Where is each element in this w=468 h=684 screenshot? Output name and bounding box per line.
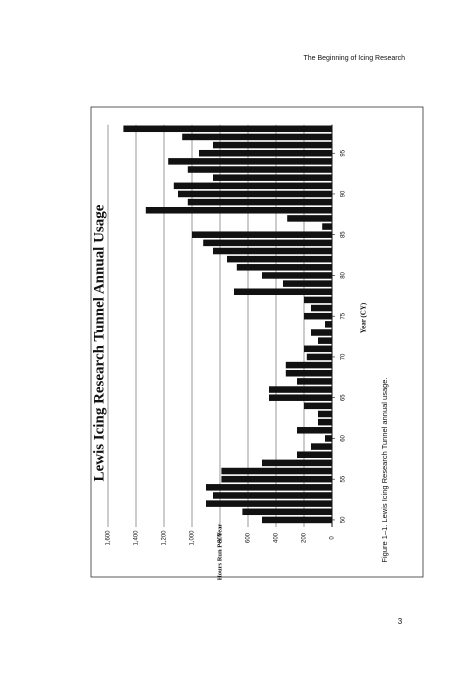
bar (297, 451, 332, 458)
bar (318, 418, 332, 426)
bar (311, 329, 332, 336)
bar (287, 215, 332, 222)
y-tick-label: 200 (302, 532, 308, 543)
bar (123, 125, 333, 133)
y-tick-label: 1,200 (162, 530, 168, 546)
y-axis-label: Hours Run Per Year (216, 524, 223, 581)
bar (221, 475, 332, 483)
y-tick-label: 1,000 (190, 530, 196, 546)
bar (325, 321, 332, 328)
running-header: The Beginning of Icing Research (303, 55, 405, 62)
y-tick-label: 800 (218, 532, 224, 543)
y-tick-label: 0 (330, 536, 336, 540)
x-tick-label: 80 (341, 271, 347, 278)
bar (192, 231, 332, 238)
bar (304, 312, 332, 320)
bar (178, 190, 332, 198)
x-tick-label: 55 (341, 475, 347, 482)
y-tick-label: 1,600 (106, 530, 112, 546)
x-tick-label: 75 (341, 312, 347, 319)
bar (173, 182, 332, 190)
bar (168, 158, 332, 165)
y-tick-label: 1,400 (134, 530, 140, 546)
x-tick-label: 50 (341, 516, 347, 523)
bar (304, 345, 332, 353)
bar (285, 361, 332, 369)
x-tick-label: 95 (341, 149, 347, 156)
x-tick-label: 60 (341, 434, 347, 441)
bar (227, 255, 332, 263)
x-tick-label: 85 (341, 231, 347, 238)
bar (242, 508, 332, 516)
bar (306, 353, 332, 361)
bar (304, 296, 332, 304)
bar (318, 337, 332, 344)
bar (203, 239, 332, 247)
bar (297, 378, 332, 385)
bar (206, 500, 332, 507)
bar (325, 435, 332, 442)
bar (187, 166, 332, 173)
x-tick-label: 65 (341, 394, 347, 401)
figure-frame (90, 106, 424, 578)
bar (262, 272, 332, 279)
bar (311, 304, 332, 312)
bar (236, 264, 332, 271)
bar (234, 288, 332, 296)
bar (262, 516, 332, 524)
bar (269, 386, 332, 393)
bar (269, 394, 332, 401)
y-tick-label: 400 (274, 532, 280, 543)
bar (262, 459, 332, 467)
bar (283, 280, 332, 287)
bar (213, 141, 332, 149)
bar (213, 492, 332, 499)
x-axis-label: Year (CY) (360, 302, 368, 333)
x-tick-label: 90 (341, 190, 347, 197)
bar (322, 223, 332, 230)
y-tick-label: 600 (246, 532, 252, 543)
bar (187, 198, 332, 206)
bar (199, 149, 332, 157)
bar (221, 467, 332, 475)
figure-caption: Figure 1–1. Lewis Icing Research Tunnel … (380, 377, 389, 562)
bar (318, 410, 332, 418)
bar (206, 484, 332, 491)
x-tick-label: 70 (341, 353, 347, 360)
page-number: 3 (398, 617, 403, 626)
bar (304, 402, 332, 410)
bar (297, 427, 332, 434)
chart-title: Lewis Icing Research Tunnel Annual Usage (91, 204, 107, 481)
bar (285, 369, 332, 377)
bar (182, 133, 332, 141)
bar (311, 443, 332, 450)
bar (213, 247, 332, 255)
bar (145, 207, 332, 214)
bar (213, 174, 332, 181)
